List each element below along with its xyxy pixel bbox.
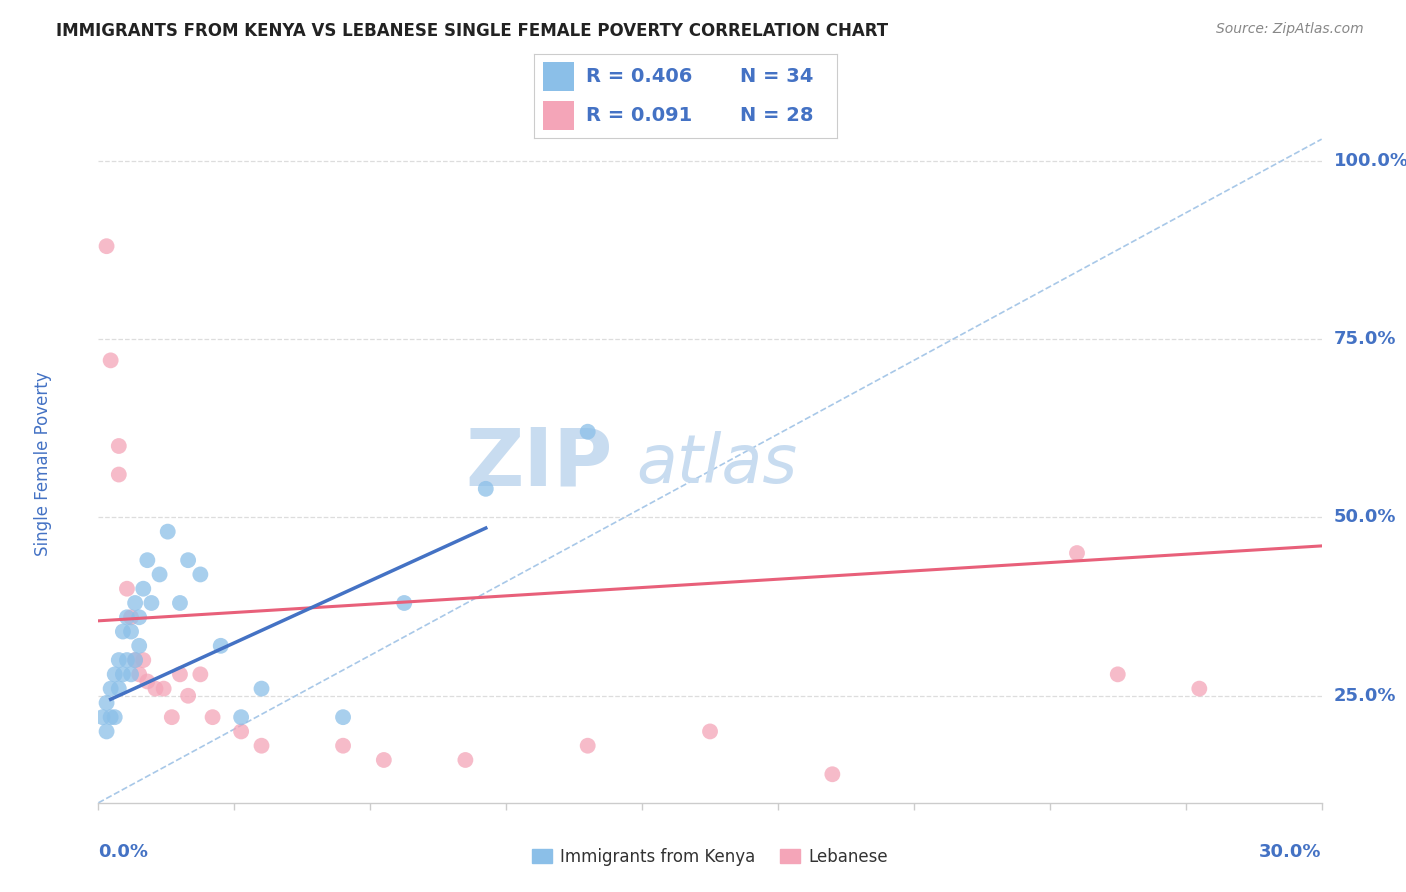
Point (1107, 667, 1129, 681)
Text: Single Female Poverty: Single Female Poverty (34, 372, 52, 556)
Point (160, 710, 183, 724)
Point (120, 624, 142, 639)
Text: 50.0%: 50.0% (1334, 508, 1396, 526)
Point (96, 724, 118, 739)
Point (454, 753, 477, 767)
Point (250, 681, 273, 696)
Text: 75.0%: 75.0% (1334, 330, 1396, 348)
Point (209, 639, 232, 653)
Point (699, 724, 721, 739)
Text: atlas: atlas (637, 431, 797, 497)
Legend: Immigrants from Kenya, Lebanese: Immigrants from Kenya, Lebanese (524, 841, 896, 872)
Point (332, 739, 354, 753)
Point (100, 353, 122, 368)
Point (169, 667, 191, 681)
Text: N = 34: N = 34 (740, 67, 813, 86)
Point (128, 639, 150, 653)
Text: 100.0%: 100.0% (1334, 152, 1406, 169)
Point (108, 439, 131, 453)
Point (108, 653, 131, 667)
Text: ZIP: ZIP (465, 425, 612, 503)
Point (128, 610, 150, 624)
Point (120, 610, 142, 624)
Point (177, 553, 200, 567)
Point (332, 710, 354, 724)
Point (231, 710, 253, 724)
Point (188, 667, 212, 681)
Point (100, 681, 122, 696)
Point (136, 553, 159, 567)
Point (392, 596, 416, 610)
Point (128, 667, 150, 681)
Text: Source: ZipAtlas.com: Source: ZipAtlas.com (1216, 22, 1364, 37)
Point (201, 710, 224, 724)
Point (104, 710, 127, 724)
Point (149, 567, 172, 582)
Text: 30.0%: 30.0% (1260, 844, 1322, 862)
Point (169, 596, 191, 610)
Point (124, 596, 146, 610)
Point (111, 667, 134, 681)
Point (136, 674, 159, 689)
Point (132, 653, 155, 667)
Point (91, 710, 114, 724)
Point (141, 596, 163, 610)
Point (115, 582, 138, 596)
FancyBboxPatch shape (543, 101, 574, 130)
Point (231, 724, 253, 739)
Text: IMMIGRANTS FROM KENYA VS LEBANESE SINGLE FEMALE POVERTY CORRELATION CHART: IMMIGRANTS FROM KENYA VS LEBANESE SINGLE… (56, 22, 889, 40)
Point (108, 681, 131, 696)
Text: N = 28: N = 28 (740, 106, 813, 125)
Point (111, 624, 134, 639)
Text: R = 0.091: R = 0.091 (586, 106, 692, 125)
Point (115, 610, 138, 624)
Point (1188, 681, 1211, 696)
Point (821, 767, 844, 781)
FancyBboxPatch shape (543, 62, 574, 91)
Point (124, 653, 146, 667)
Text: 0.0%: 0.0% (98, 844, 149, 862)
Point (152, 681, 174, 696)
Point (156, 524, 179, 539)
Text: R = 0.406: R = 0.406 (586, 67, 692, 86)
Point (124, 653, 146, 667)
Point (96, 239, 118, 253)
Point (132, 582, 155, 596)
Point (96, 696, 118, 710)
Point (576, 425, 599, 439)
Point (373, 753, 395, 767)
Point (576, 739, 599, 753)
Point (120, 667, 142, 681)
Point (1066, 546, 1088, 560)
Point (474, 482, 498, 496)
Point (145, 681, 167, 696)
Point (108, 467, 131, 482)
Point (250, 739, 273, 753)
Point (115, 653, 138, 667)
Point (104, 667, 127, 681)
Point (188, 567, 212, 582)
Point (100, 710, 122, 724)
Text: 25.0%: 25.0% (1334, 687, 1396, 705)
Point (177, 689, 200, 703)
